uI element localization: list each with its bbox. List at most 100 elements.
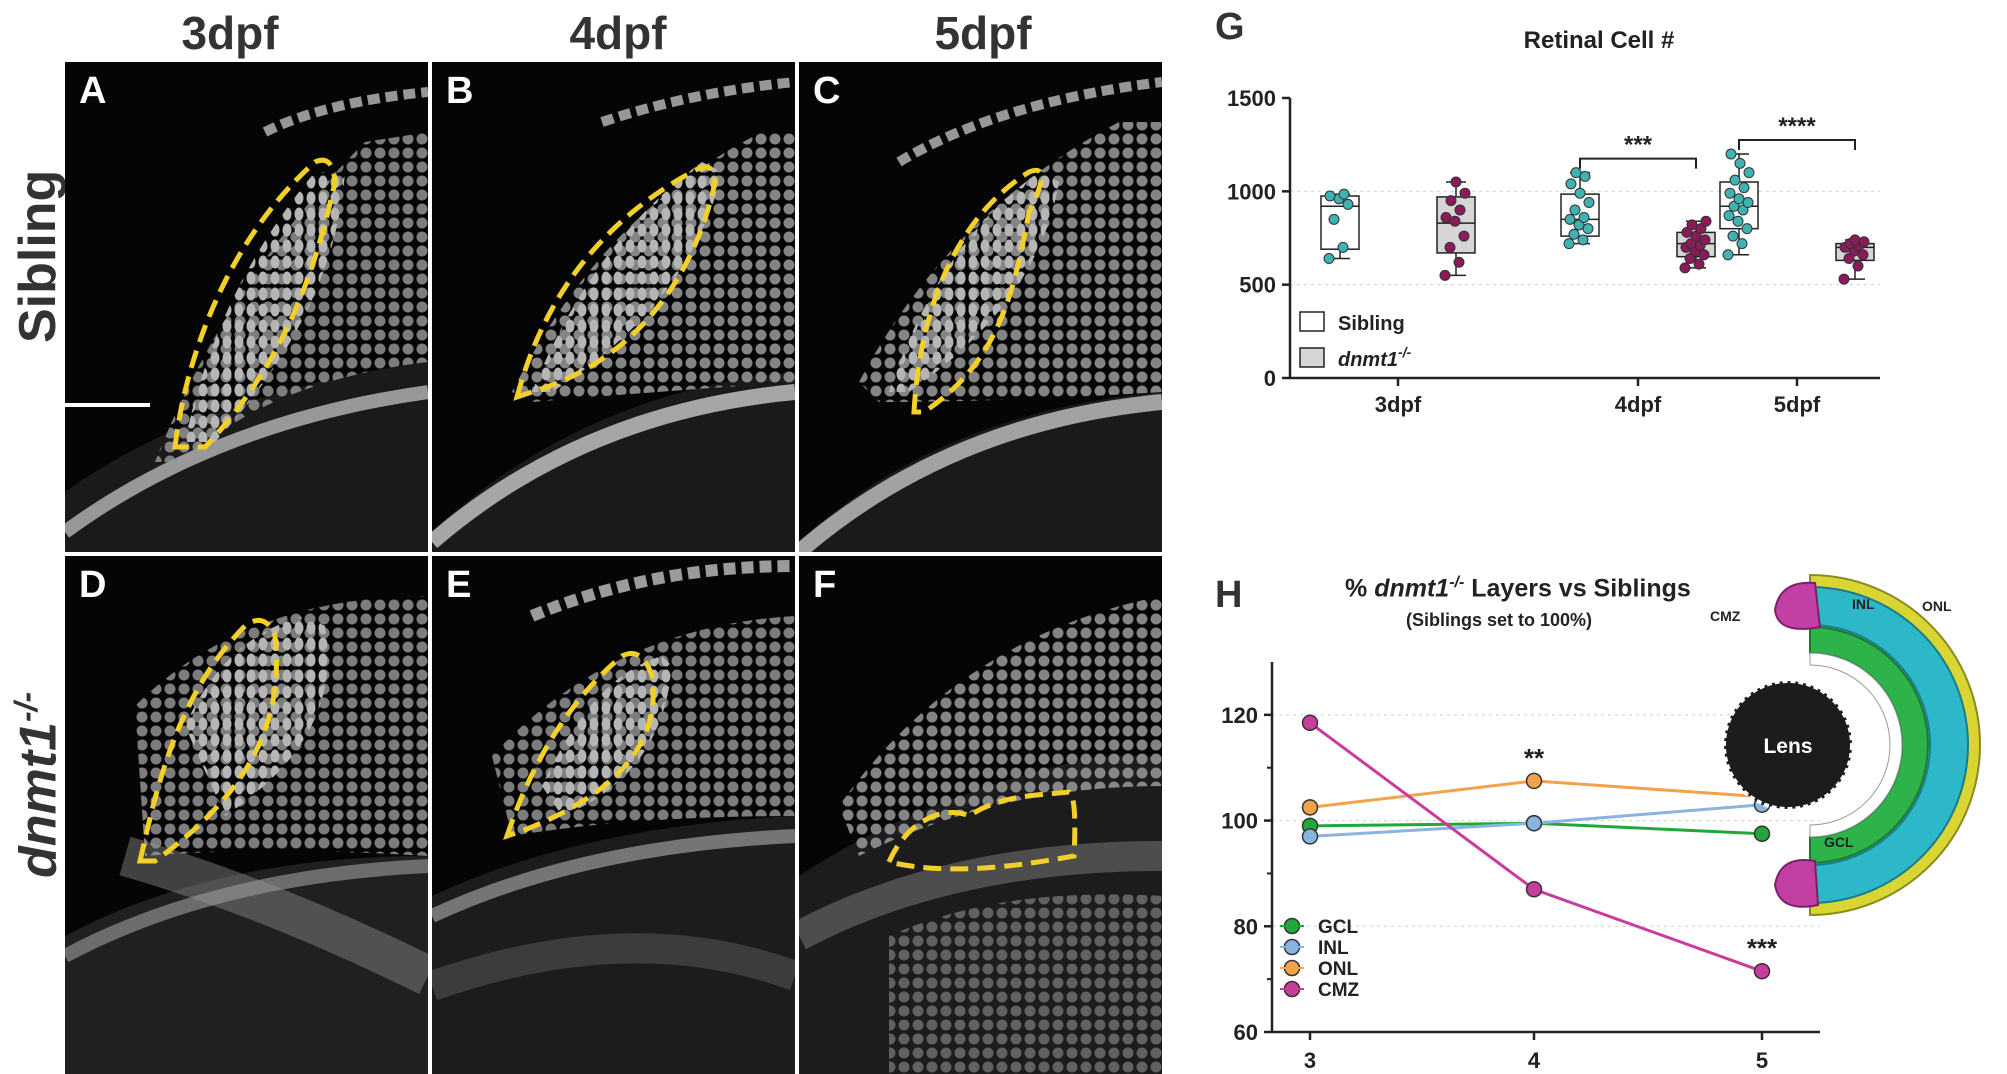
legend-swatch-dnmt1: [1299, 347, 1325, 368]
box-data-point: [1741, 223, 1753, 235]
box-data-point: [1727, 230, 1739, 242]
legend-swatch-sibling: [1299, 311, 1325, 332]
panel-letter-g: G: [1215, 6, 1245, 48]
series-point-gcl: [1753, 825, 1771, 843]
significance-bracket: [1738, 139, 1856, 150]
micrograph-f-image: [799, 596, 1162, 1074]
box-data-point: [1582, 223, 1594, 235]
micrograph-a-image: [65, 87, 428, 552]
micrograph-panel-c: C: [799, 62, 1162, 552]
chart-g-x-tick-label: 5dpf: [1774, 392, 1821, 417]
box-data-point: [1742, 197, 1754, 209]
box-data-point: [1724, 187, 1736, 199]
box-data-point: [1734, 157, 1746, 169]
box-data-point: [1449, 215, 1461, 227]
panel-letter-b: B: [446, 70, 474, 112]
box-data-point: [1323, 253, 1335, 265]
box-data-point: [1342, 198, 1354, 210]
column-header-3dpf: 3dpf: [181, 7, 279, 59]
box-data-point: [1738, 182, 1750, 194]
chart-h-title-sup: -/-: [1449, 574, 1465, 591]
box-data-point: [1563, 238, 1575, 250]
row-label-dnmt1-sup: -/-: [8, 691, 44, 722]
micrograph-panel-e: E: [432, 556, 795, 1074]
panel-letter-c: C: [813, 70, 841, 112]
micrograph-panel-d: D: [65, 556, 428, 1074]
box-data-point: [1573, 219, 1585, 231]
legend-label-cmz: CMZ: [1318, 980, 1360, 1001]
chart-g-y-tick-label: 500: [1239, 273, 1276, 298]
chart-g-y-tick-label: 0: [1264, 366, 1276, 391]
micrograph-e-image: [432, 560, 795, 1074]
inl-layer: [1809, 585, 1969, 905]
cmz-top: [1773, 581, 1822, 630]
box-data-point: [1685, 238, 1697, 250]
box-data-point: [1445, 195, 1457, 207]
chart-h-x-tick-label: 5: [1756, 1048, 1768, 1073]
box-data-point: [1459, 187, 1471, 199]
series-point-cmz: [1753, 962, 1771, 980]
micrograph-b-image: [432, 77, 795, 552]
box-data-point: [1444, 241, 1456, 253]
box-data-point: [1700, 215, 1712, 227]
box-data-point: [1723, 210, 1735, 222]
box-data-point: [1328, 213, 1340, 225]
box-data-point: [1583, 197, 1595, 209]
lens-label: Lens: [1763, 735, 1812, 758]
box-data-point: [1450, 176, 1462, 188]
box-data-point: [1439, 269, 1451, 281]
series-point-onl: [1525, 772, 1543, 790]
significance-label: ***: [1624, 132, 1653, 159]
box-data-point: [1564, 213, 1576, 225]
micrograph-d-image: [65, 596, 428, 1074]
cmz-bottom: [1773, 859, 1820, 908]
box-data-point: [1338, 188, 1350, 200]
box-data-point: [1570, 167, 1582, 179]
box-data-point: [1324, 190, 1336, 202]
box-data-point: [1565, 178, 1577, 190]
box-data-point: [1579, 170, 1591, 182]
panel-letter-h: H: [1215, 574, 1243, 616]
box-data-point: [1852, 260, 1864, 272]
chart-h-title-italic: dnmt1: [1374, 574, 1450, 603]
chart-g-title: Retinal Cell #: [1524, 27, 1675, 54]
box-data-point: [1725, 148, 1737, 160]
series-point-inl: [1301, 828, 1319, 845]
box-data-point: [1337, 241, 1349, 253]
row-label-dnmt1-text: dnmt1: [9, 722, 68, 878]
box-data-point: [1577, 234, 1589, 246]
box-data-point: [1838, 273, 1850, 285]
box-data-point: [1578, 211, 1590, 223]
series-point-cmz: [1525, 881, 1543, 898]
chart-g-y-tick-label: 1000: [1227, 179, 1276, 204]
gcl-label: GCL: [1824, 834, 1854, 850]
inl-label: INL: [1852, 596, 1875, 612]
box-data-point: [1679, 262, 1691, 274]
row-label-sibling-text: Sibling: [9, 169, 67, 343]
chart-h-y-tick-label: 80: [1234, 914, 1258, 939]
gcl-inner-layer: [1809, 652, 1903, 838]
significance-label: ***: [1747, 933, 1778, 963]
legend-label-inl: INL: [1318, 938, 1349, 959]
chart-h-title-pre: %: [1345, 574, 1375, 603]
column-header-5dpf: 5dpf: [934, 7, 1032, 59]
significance-label: ****: [1778, 113, 1816, 140]
box-data-point: [1698, 249, 1710, 261]
significance-label: **: [1524, 743, 1545, 773]
box-data-point: [1453, 256, 1465, 268]
box-data-point: [1732, 215, 1744, 227]
box-data-point: [1693, 258, 1705, 270]
series-point-inl: [1525, 814, 1543, 832]
significance-bracket: [1579, 157, 1697, 169]
box-data-point: [1743, 167, 1755, 179]
micrograph-panel-b: B: [432, 62, 795, 552]
chart-h-x-tick-label: 4: [1528, 1048, 1541, 1073]
box-data-point: [1686, 219, 1698, 231]
box-data-point: [1722, 249, 1734, 261]
series-point-onl: [1301, 799, 1319, 816]
chart-g-legend: Sibling dnmt1-/-: [1299, 311, 1412, 371]
box-data-point: [1454, 204, 1466, 216]
panel-letter-a: A: [79, 70, 107, 112]
chart-h-title: % dnmt1-/- Layers vs Siblings: [1345, 574, 1691, 603]
column-header-4dpf: 4dpf: [569, 7, 667, 59]
